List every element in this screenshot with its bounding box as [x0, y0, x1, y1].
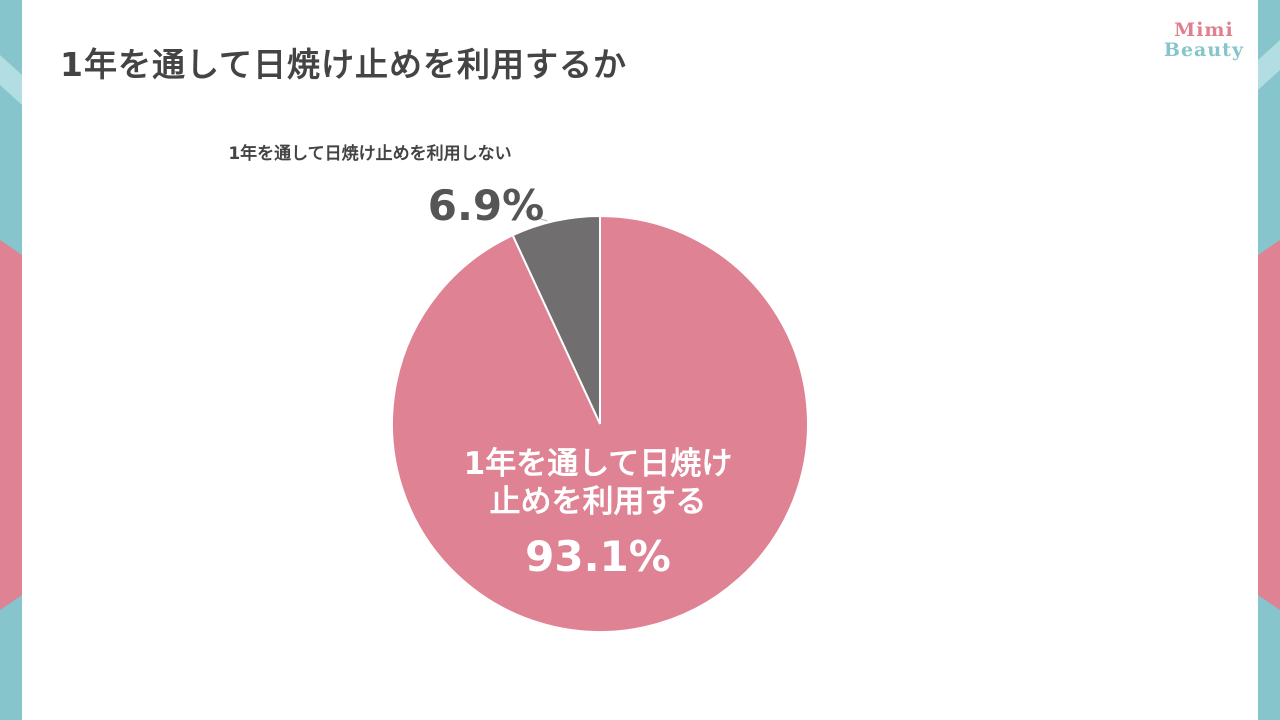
page-title: 1年を通して日焼け止めを利用するか	[60, 45, 627, 84]
slice-label-use: 1年を通して日焼け止めを利用する	[464, 446, 733, 520]
logo-line-1: Mimi	[1174, 19, 1234, 41]
logo-line-2: Beauty	[1163, 39, 1244, 61]
slice-value-use: 93.1%	[525, 532, 671, 581]
pie-slice-1	[391, 214, 809, 633]
slice-value-not-use: 6.9%	[428, 181, 544, 230]
brand-logo: Mimi Beauty	[1164, 20, 1244, 60]
left-edge-decoration	[0, 0, 22, 720]
right-edge-decoration	[1258, 0, 1280, 720]
leader-line	[524, 210, 548, 222]
slice-label-not-use: 1年を通して日焼け止めを利用しない	[228, 143, 511, 164]
